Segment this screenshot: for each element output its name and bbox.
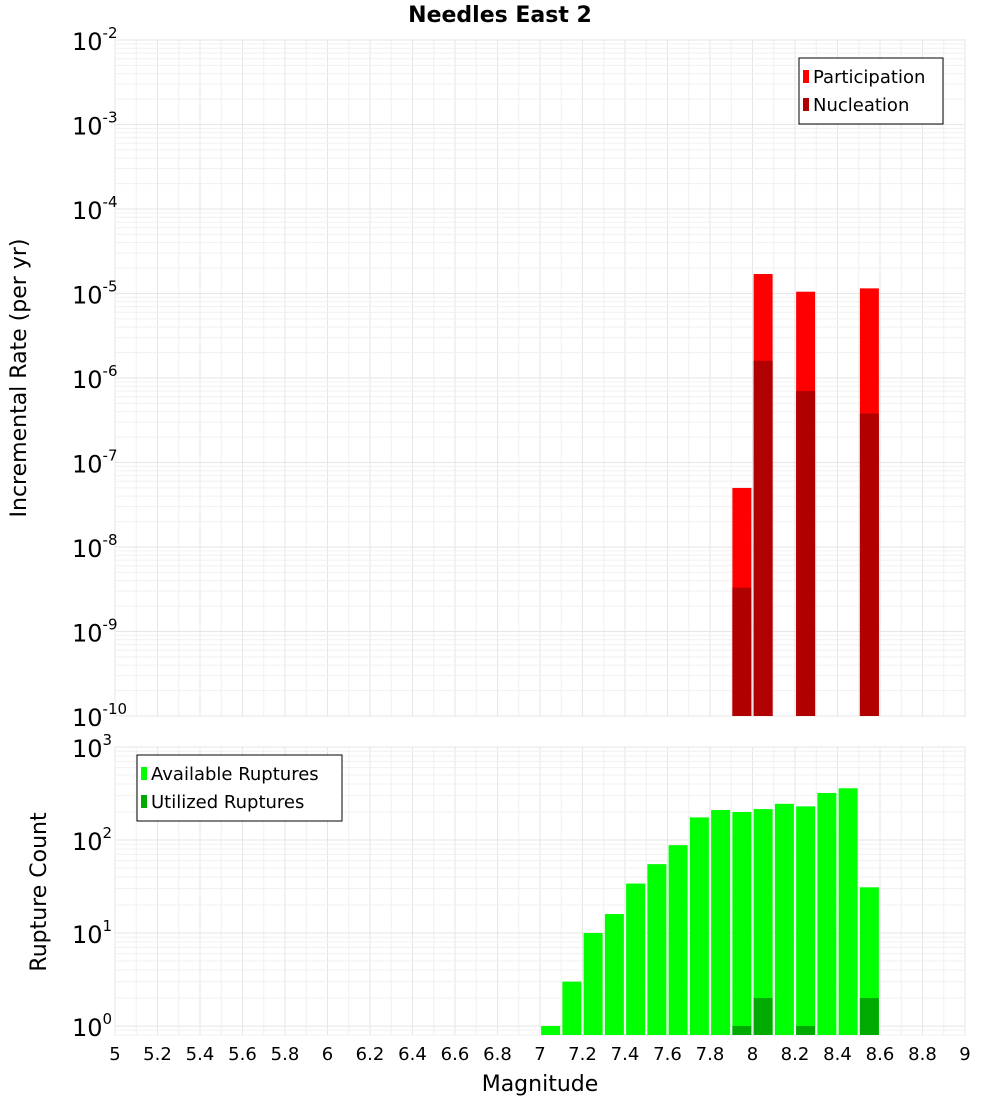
x-tick-label: 5.6: [228, 1044, 257, 1065]
count-bar-available-ruptures: [562, 981, 582, 1035]
x-tick-label: 7.2: [568, 1044, 597, 1065]
count-bar-available-ruptures: [668, 845, 688, 1035]
rate-legend: Participation Nucleation: [798, 57, 944, 125]
count-bar-available-ruptures: [753, 809, 773, 1035]
x-tick-label: 6.8: [483, 1044, 512, 1065]
rupture-count-plot: 100 101 102 103 Available Ruptures Utilized R…: [72, 731, 971, 1065]
x-tick-label: 9: [959, 1044, 970, 1065]
count-bar-available-ruptures: [711, 810, 731, 1035]
rate-bar-nucleation: [753, 360, 773, 716]
rate-legend-label: Nucleation: [813, 95, 909, 116]
rate-y-tick-label: 10-10: [72, 700, 127, 732]
count-legend-label: Available Ruptures: [151, 764, 319, 785]
rate-legend-box: [798, 57, 944, 125]
count-y-tick-label: 103: [72, 731, 112, 763]
x-axis-label: Magnitude: [482, 1072, 599, 1097]
count-bar-available-ruptures: [604, 914, 624, 1035]
rate-y-tick-label: 10-5: [72, 278, 118, 310]
rate-y-tick-label: 10-6: [72, 362, 118, 394]
x-tick-label: 7: [534, 1044, 545, 1065]
count-bar-utilized-ruptures: [859, 997, 879, 1035]
rate-y-tick-label: 10-2: [72, 24, 118, 56]
x-tick-label: 7.4: [611, 1044, 640, 1065]
rate-legend-label: Participation: [813, 67, 925, 88]
x-tick-label: 7.6: [653, 1044, 682, 1065]
count-bar-available-ruptures: [732, 812, 752, 1035]
rate-y-tick-label: 10-4: [72, 193, 118, 225]
rate-y-axis-label: Incremental Rate (per yr): [7, 239, 32, 518]
count-bar-utilized-ruptures: [796, 1025, 816, 1035]
rate-legend-swatch: [803, 70, 809, 83]
x-tick-label: 6: [322, 1044, 333, 1065]
x-tick-label: 5.8: [271, 1044, 300, 1065]
rate-bar-nucleation: [796, 391, 816, 716]
rate-legend-swatch: [803, 98, 809, 111]
count-bar-available-ruptures: [541, 1025, 561, 1035]
count-bar-utilized-ruptures: [753, 997, 773, 1035]
rate-y-tick-label: 10-3: [72, 109, 118, 141]
x-tick-label: 5.2: [143, 1044, 172, 1065]
count-y-tick-label: 100: [72, 1010, 112, 1042]
count-bar-utilized-ruptures: [732, 1025, 752, 1035]
chart-title: Needles East 2: [408, 3, 592, 28]
x-tick-label: 5: [109, 1044, 120, 1065]
count-bar-available-ruptures: [774, 803, 794, 1035]
x-tick-label: 8.4: [823, 1044, 852, 1065]
x-tick-label: 6.6: [441, 1044, 470, 1065]
count-legend-swatch: [141, 767, 147, 780]
count-legend-label: Utilized Ruptures: [151, 792, 304, 813]
rate-bar-nucleation: [859, 413, 879, 716]
count-y-tick-label: 102: [72, 824, 112, 856]
x-tick-label: 6.4: [398, 1044, 427, 1065]
x-tick-label: 8.6: [866, 1044, 895, 1065]
count-bar-available-ruptures: [647, 864, 667, 1035]
x-tick-label: 6.2: [356, 1044, 385, 1065]
count-bar-available-ruptures: [689, 817, 709, 1035]
count-bar-available-ruptures: [838, 788, 858, 1035]
x-tick-label: 8.2: [781, 1044, 810, 1065]
count-bar-available-ruptures: [626, 883, 646, 1035]
x-tick-label: 7.8: [696, 1044, 725, 1065]
count-y-tick-label: 101: [72, 917, 112, 949]
rate-y-tick-label: 10-9: [72, 616, 118, 648]
x-tick-label: 8.8: [908, 1044, 937, 1065]
count-y-axis-label: Rupture Count: [27, 812, 52, 972]
rate-y-tick-label: 10-7: [72, 447, 118, 479]
rate-plot: 10-10 10-9 10-8 10-7 10-6 10-5 10-4 10-3 10-2 Par…: [72, 24, 966, 732]
count-bar-available-ruptures: [583, 932, 603, 1035]
count-legend-swatch: [141, 795, 147, 808]
count-bar-available-ruptures: [817, 793, 837, 1035]
count-legend: Available Ruptures Utilized Ruptures: [136, 754, 343, 822]
count-legend-box: [136, 754, 343, 822]
x-tick-label: 8: [747, 1044, 758, 1065]
rate-y-tick-label: 10-8: [72, 531, 118, 563]
count-bar-available-ruptures: [796, 806, 816, 1035]
rate-bar-nucleation: [732, 587, 752, 716]
x-tick-label: 5.4: [186, 1044, 215, 1065]
